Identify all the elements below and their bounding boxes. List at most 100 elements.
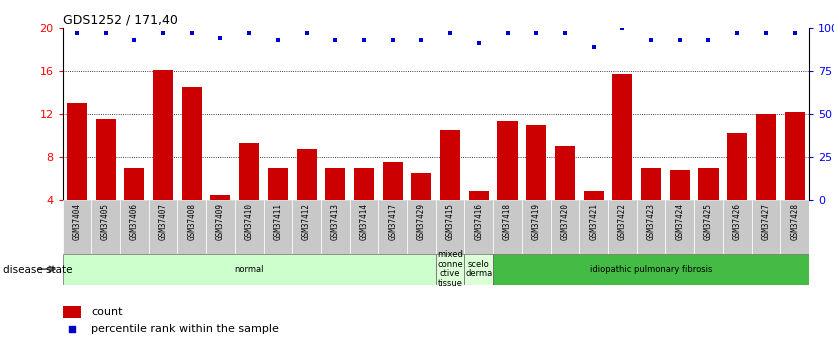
- Bar: [435, 254, 465, 285]
- Text: GSM37415: GSM37415: [445, 203, 455, 240]
- Text: GSM37422: GSM37422: [618, 203, 627, 240]
- Bar: [751, 200, 781, 254]
- Text: GSM37419: GSM37419: [532, 203, 540, 240]
- Point: [65, 326, 78, 332]
- Point: [788, 30, 801, 36]
- Bar: [153, 70, 173, 243]
- Point: [271, 37, 284, 42]
- Bar: [550, 200, 580, 254]
- Bar: [756, 114, 776, 243]
- Bar: [206, 200, 235, 254]
- Point: [99, 30, 113, 36]
- Bar: [469, 191, 489, 243]
- Bar: [379, 200, 407, 254]
- Text: GSM37413: GSM37413: [331, 203, 339, 240]
- Point: [587, 44, 600, 49]
- Bar: [63, 200, 91, 254]
- Bar: [124, 168, 144, 243]
- Text: GSM37416: GSM37416: [475, 203, 484, 240]
- Point: [156, 30, 169, 36]
- Point: [329, 37, 342, 42]
- Bar: [670, 170, 690, 243]
- Text: GSM37410: GSM37410: [244, 203, 254, 240]
- Bar: [636, 200, 666, 254]
- Point: [214, 35, 227, 41]
- Bar: [580, 200, 608, 254]
- Bar: [354, 168, 374, 243]
- Point: [645, 37, 658, 42]
- Text: scelo
derma: scelo derma: [465, 260, 492, 278]
- Bar: [493, 200, 522, 254]
- Text: GSM37427: GSM37427: [761, 203, 771, 240]
- Bar: [411, 173, 431, 243]
- Bar: [727, 133, 747, 243]
- Text: mixed
conne
ctive
tissue: mixed conne ctive tissue: [437, 250, 463, 288]
- Point: [530, 30, 543, 36]
- Point: [501, 30, 515, 36]
- Bar: [526, 125, 546, 243]
- Text: GSM37425: GSM37425: [704, 203, 713, 240]
- Bar: [96, 119, 116, 243]
- Point: [615, 25, 629, 30]
- Bar: [612, 74, 632, 243]
- Bar: [67, 103, 87, 243]
- Text: GSM37408: GSM37408: [188, 203, 196, 240]
- Point: [386, 37, 399, 42]
- Text: GSM37409: GSM37409: [216, 203, 225, 240]
- Bar: [182, 87, 202, 243]
- Bar: [264, 200, 292, 254]
- Bar: [235, 200, 264, 254]
- Point: [472, 40, 485, 46]
- Bar: [698, 168, 719, 243]
- Point: [357, 37, 370, 42]
- Text: GDS1252 / 171,40: GDS1252 / 171,40: [63, 13, 178, 27]
- Text: disease state: disease state: [3, 265, 72, 275]
- Bar: [694, 200, 723, 254]
- Point: [300, 30, 314, 36]
- Bar: [120, 200, 148, 254]
- Bar: [349, 200, 379, 254]
- Bar: [239, 143, 259, 243]
- Bar: [608, 200, 636, 254]
- Bar: [63, 306, 81, 318]
- Point: [759, 30, 772, 36]
- Bar: [63, 254, 435, 285]
- Bar: [407, 200, 435, 254]
- Text: GSM37414: GSM37414: [359, 203, 369, 240]
- Bar: [498, 121, 518, 243]
- Text: GSM37412: GSM37412: [302, 203, 311, 240]
- Text: GSM37423: GSM37423: [646, 203, 656, 240]
- Text: GSM37417: GSM37417: [388, 203, 397, 240]
- Point: [414, 37, 428, 42]
- Bar: [321, 200, 349, 254]
- Bar: [465, 254, 493, 285]
- Text: GSM37428: GSM37428: [790, 203, 799, 240]
- Point: [731, 30, 744, 36]
- Text: GSM37421: GSM37421: [589, 203, 598, 240]
- Bar: [383, 162, 403, 243]
- Bar: [666, 200, 694, 254]
- Bar: [440, 130, 460, 243]
- Point: [702, 37, 716, 42]
- Text: GSM37411: GSM37411: [274, 203, 283, 240]
- Text: percentile rank within the sample: percentile rank within the sample: [91, 324, 279, 334]
- Bar: [785, 112, 805, 243]
- Bar: [465, 200, 493, 254]
- Bar: [210, 195, 230, 243]
- Text: GSM37405: GSM37405: [101, 203, 110, 240]
- Bar: [268, 168, 288, 243]
- Bar: [297, 149, 317, 243]
- Text: GSM37429: GSM37429: [417, 203, 426, 240]
- Bar: [641, 168, 661, 243]
- Bar: [148, 200, 178, 254]
- Bar: [493, 254, 809, 285]
- Bar: [325, 168, 345, 243]
- Text: GSM37418: GSM37418: [503, 203, 512, 240]
- Point: [243, 30, 256, 36]
- Text: GSM37424: GSM37424: [676, 203, 684, 240]
- Bar: [584, 191, 604, 243]
- Text: GSM37420: GSM37420: [560, 203, 570, 240]
- Text: count: count: [91, 307, 123, 317]
- Bar: [723, 200, 751, 254]
- Bar: [178, 200, 206, 254]
